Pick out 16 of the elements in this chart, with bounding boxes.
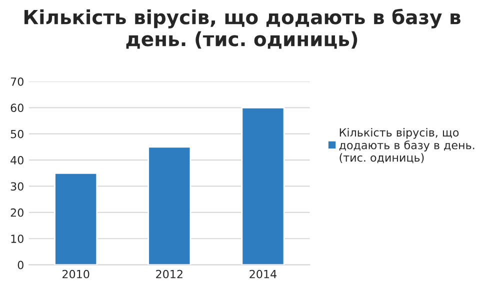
legend-label: Кількість вірусів, що додають в базу в день. (тис. одиниць)	[339, 128, 474, 164]
y-tick-label: 10	[11, 234, 24, 243]
y-tick-label: 70	[10, 77, 24, 86]
chart-title: Кількість вірусів, що додають в базу в день. (тис. одиниць)	[24, 8, 460, 49]
y-tick-label: 30	[10, 182, 24, 191]
bar	[241, 106, 285, 265]
y-tick-label: 20	[10, 208, 24, 217]
x-tick-label: 2014	[250, 270, 276, 278]
y-tick-label: 0	[18, 260, 24, 270]
bar	[148, 146, 192, 265]
y-tick-label: 50	[10, 130, 24, 138]
y-tick-label: 40	[10, 156, 24, 164]
bar	[54, 172, 98, 265]
y-tick-label: 60	[10, 104, 24, 112]
x-tick-label: 2010	[62, 270, 90, 278]
x-tick-label: 2012	[156, 270, 182, 278]
